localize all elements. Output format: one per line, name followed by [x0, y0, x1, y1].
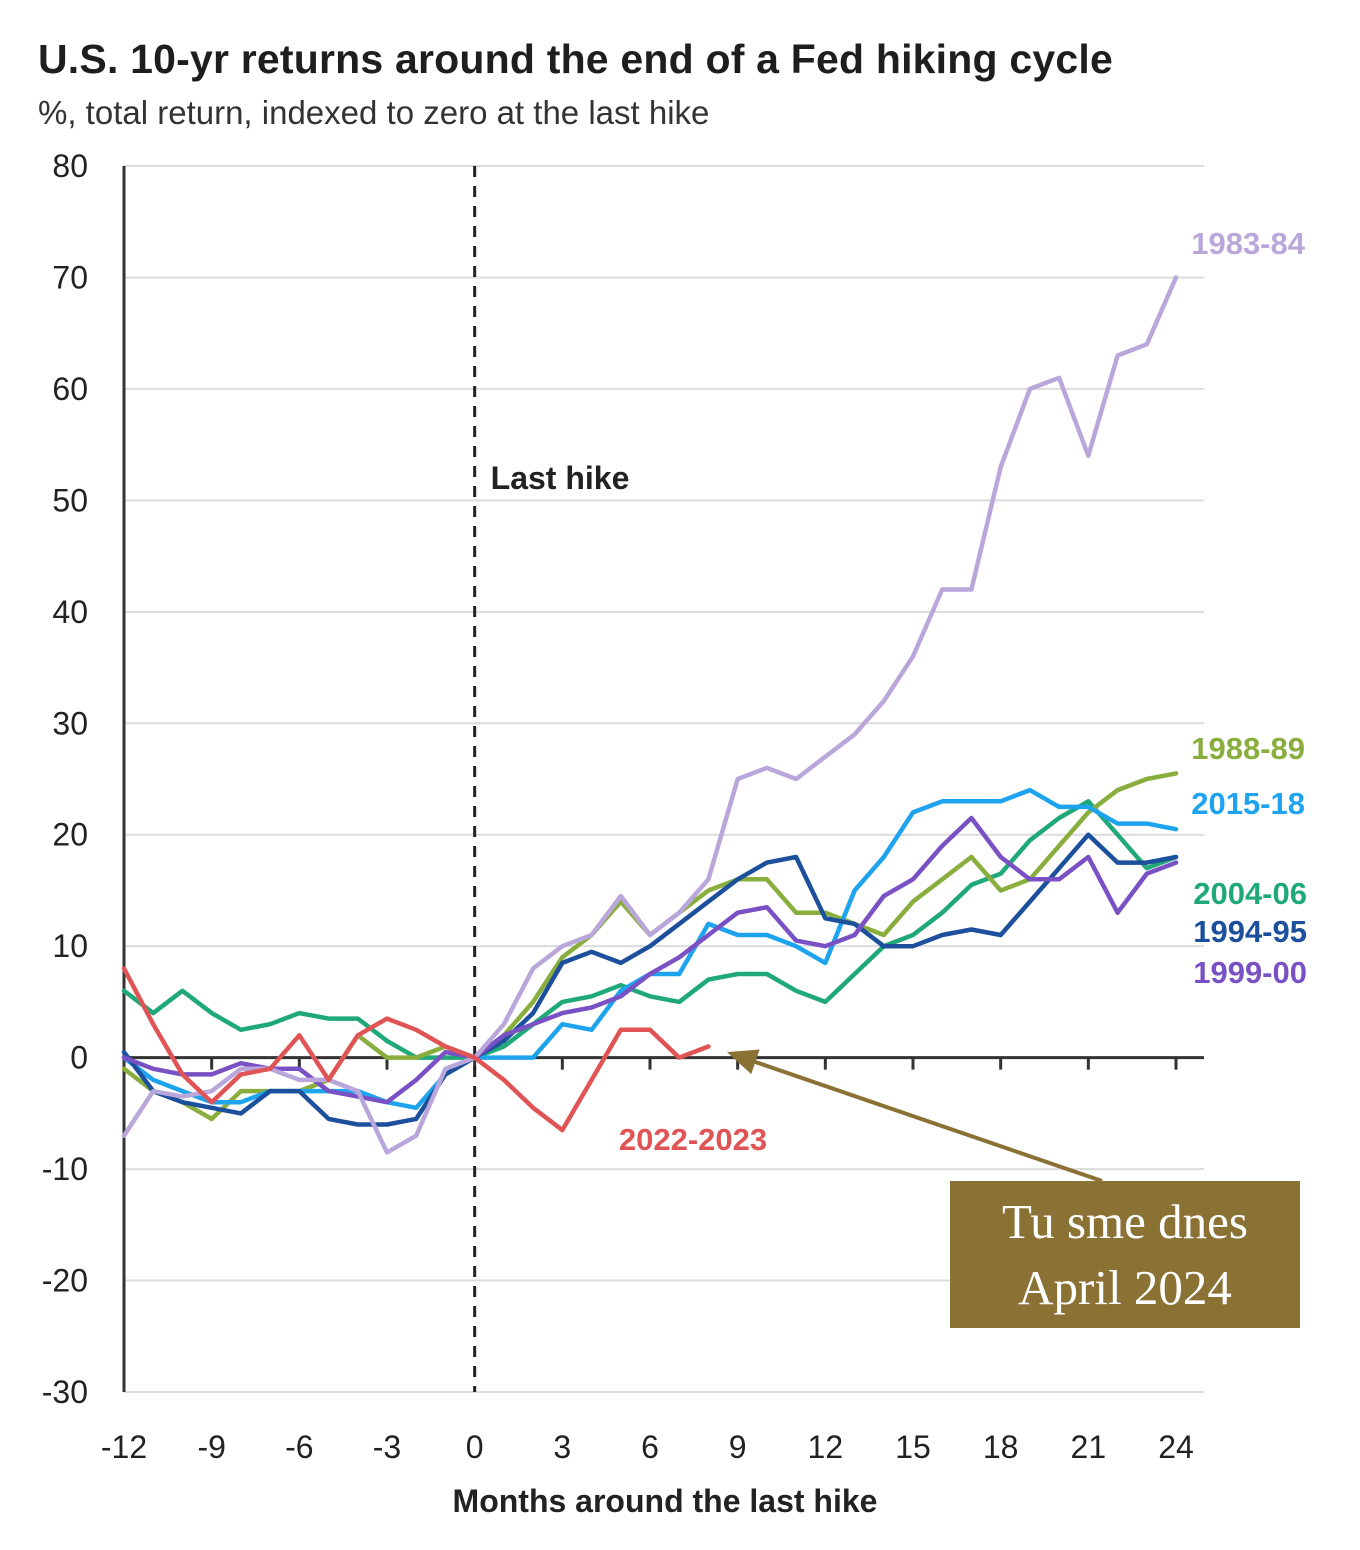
y-tick-label: -30: [42, 1374, 88, 1410]
callout-line-1: Tu sme dnes: [1002, 1194, 1248, 1249]
series-label-2022-2023: 2022-2023: [619, 1122, 767, 1157]
arrow-head: [727, 1049, 760, 1075]
y-tick-label: 10: [52, 928, 88, 964]
series-line-1999-00: [121, 815, 1179, 1105]
x-tick-label: 18: [983, 1429, 1019, 1465]
x-axis-title: Months around the last hike: [453, 1483, 878, 1519]
series-line-1994-95: [121, 832, 1179, 1127]
callout-arrow: [727, 1049, 1103, 1183]
series-label-1994-95: 1994-95: [1193, 914, 1307, 949]
chart-subtitle: %, total return, indexed to zero at the …: [38, 94, 710, 131]
series-line-2004-06: [121, 799, 1179, 1060]
x-tick-label: -6: [285, 1429, 313, 1465]
x-tick-label: 12: [808, 1429, 844, 1465]
series-line-1983-84: [121, 275, 1179, 1155]
series-label-2004-06: 2004-06: [1193, 876, 1307, 911]
callout-line-2: April 2024: [1018, 1260, 1232, 1315]
series-label-2015-18: 2015-18: [1191, 786, 1305, 821]
y-tick-label: 0: [70, 1040, 88, 1076]
x-axis: -12 -9 -6 -3 0 3 6 9 12 15 18 21 24: [101, 1056, 1204, 1465]
callout-box: Tu sme dnes April 2024: [950, 1181, 1300, 1328]
y-tick-label: 80: [52, 148, 88, 184]
y-tick-label: 50: [52, 482, 88, 518]
y-tick-label: -10: [42, 1151, 88, 1187]
y-tick-label: 40: [52, 594, 88, 630]
y-tick-label: 20: [52, 817, 88, 853]
grid-lines: [124, 165, 1204, 1393]
x-tick-label: -9: [197, 1429, 225, 1465]
x-tick-label: 24: [1158, 1429, 1194, 1465]
series-label-1988-89: 1988-89: [1191, 731, 1305, 766]
chart-title: U.S. 10-yr returns around the end of a F…: [38, 36, 1113, 82]
x-tick-label: 3: [553, 1429, 571, 1465]
series-label-1983-84: 1983-84: [1191, 226, 1306, 261]
y-axis: 80 70 60 50 40 30 20 10 0 -10 -20 -30: [42, 148, 126, 1410]
x-tick-label: 0: [466, 1429, 484, 1465]
x-tick-label: 6: [641, 1429, 659, 1465]
x-tick-label: -3: [373, 1429, 401, 1465]
y-tick-label: 60: [52, 371, 88, 407]
x-tick-label: -12: [101, 1429, 147, 1465]
y-tick-label: 70: [52, 259, 88, 295]
last-hike-label: Last hike: [491, 460, 630, 496]
x-tick-label: 15: [895, 1429, 931, 1465]
arrow-shaft: [740, 1055, 1103, 1183]
series-lines: [121, 275, 1179, 1155]
series-label-1999-00: 1999-00: [1193, 955, 1307, 990]
series-line-2022-2023: [121, 966, 711, 1133]
x-tick-label: 21: [1071, 1429, 1107, 1465]
y-tick-label: 30: [52, 705, 88, 741]
y-tick-label: -20: [42, 1263, 88, 1299]
last-hike-marker: Last hike: [473, 166, 630, 1392]
x-tick-label: 9: [729, 1429, 747, 1465]
